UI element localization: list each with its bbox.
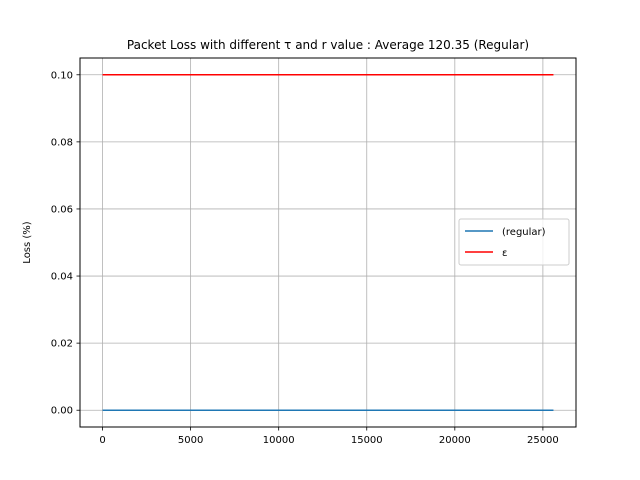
y-tick-label: 0.10 (51, 70, 73, 81)
x-axis: 0 5000 10000 15000 20000 25000 (99, 427, 559, 446)
x-tick-label: 20000 (439, 435, 471, 446)
x-tick-label: 15000 (351, 435, 383, 446)
grid (80, 58, 576, 427)
y-tick-label: 0.06 (51, 204, 73, 215)
y-axis-label: Loss (%) (22, 221, 33, 264)
x-tick-label: 10000 (263, 435, 295, 446)
y-tick-label: 0.02 (51, 339, 73, 350)
series-group (102, 74, 554, 411)
chart-title: Packet Loss with different τ and r value… (127, 38, 529, 52)
legend-label: (regular) (502, 227, 546, 238)
y-tick-label: 0.04 (51, 272, 73, 283)
legend: (regular) ε (458, 218, 570, 266)
y-axis: 0.00 0.02 0.04 0.06 0.08 0.10 (51, 70, 80, 417)
y-tick-label: 0.08 (51, 137, 73, 148)
x-tick-label: 5000 (178, 435, 203, 446)
legend-label: ε (502, 248, 507, 259)
x-tick-label: 0 (99, 435, 105, 446)
x-tick-label: 25000 (527, 435, 559, 446)
plot-frame (79, 57, 577, 428)
legend-box (458, 218, 570, 266)
y-tick-label: 0.00 (51, 406, 73, 417)
